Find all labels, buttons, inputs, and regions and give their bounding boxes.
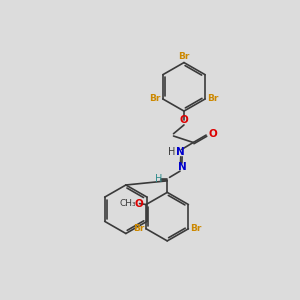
Text: O: O (209, 129, 218, 139)
Text: Br: Br (190, 224, 202, 233)
Text: N: N (176, 147, 185, 157)
Text: Br: Br (150, 94, 161, 103)
Text: CH₃: CH₃ (120, 199, 136, 208)
Text: Br: Br (178, 52, 190, 61)
Text: N: N (178, 161, 187, 172)
Text: H: H (155, 175, 162, 184)
Text: O: O (135, 199, 143, 208)
Text: Br: Br (207, 94, 218, 103)
Text: H: H (168, 147, 176, 157)
Text: O: O (180, 115, 188, 125)
Text: Br: Br (133, 224, 144, 233)
